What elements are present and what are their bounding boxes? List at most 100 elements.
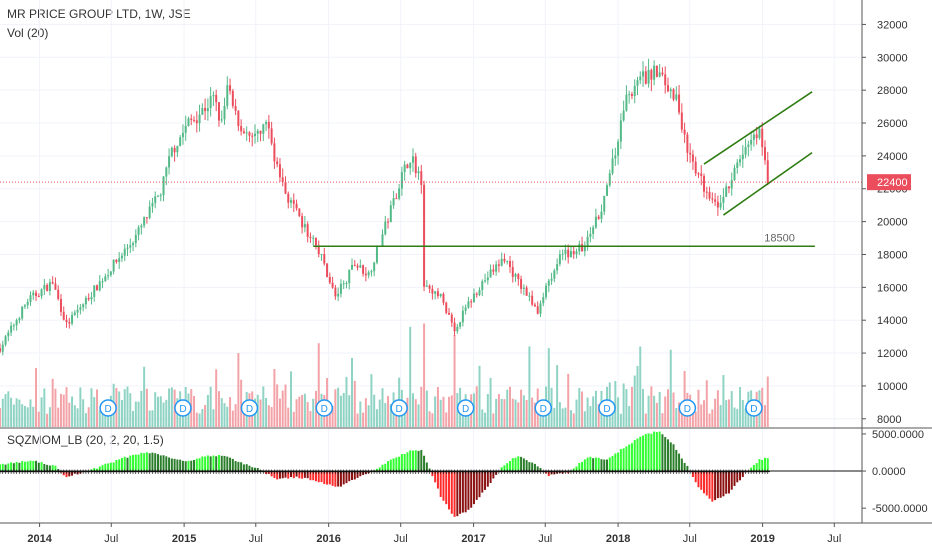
momentum-bar [436,471,439,489]
candle-body [453,322,456,332]
candle-body [461,310,464,323]
candle-body [608,173,611,186]
candle-body [697,173,700,175]
volume-bar [697,389,700,427]
momentum-bar [168,457,171,472]
volume-bar [434,396,437,427]
squeeze-dot: + [14,467,19,477]
squeeze-dot: + [615,467,620,477]
time-tick-label: 2019 [750,533,774,545]
candle-body [639,76,642,81]
volume-bar [348,395,351,427]
candle-body [423,184,426,287]
volume-bar [267,405,270,427]
momentum-bar [722,471,725,497]
volume-bar [414,399,417,427]
candle-body [331,282,334,288]
momentum-bar [750,467,753,472]
squeeze-dot: + [208,467,213,477]
squeeze-dot: + [92,467,97,477]
volume-bar [581,391,584,427]
candle-body [220,119,223,121]
candle-body [569,251,572,258]
momentum-bar [181,460,184,472]
dividend-marker-label: D [396,404,403,415]
candle-body [456,326,459,332]
candle-body [650,69,653,80]
volume-bar [533,402,536,427]
candle-body [747,144,750,148]
candle-body [303,224,306,228]
momentum-bar [187,460,190,472]
volume-bar [59,393,62,427]
volume-bar [642,388,645,427]
candle-body [326,263,329,278]
candle-body [625,94,628,111]
candle-body [545,285,548,298]
volume-bar [309,411,312,427]
momentum-bar [567,471,570,474]
momentum-bar [763,457,766,472]
momentum-bar [389,459,392,472]
squeeze-dot: + [566,467,571,477]
momentum-bar [314,471,317,482]
volume-bar [766,376,769,427]
volume-bar [362,412,365,427]
candle-body [345,283,348,285]
volume-bar [276,384,279,427]
volume-bar [132,410,135,427]
momentum-bar [353,471,356,480]
candle-body [212,95,215,97]
candle-body [240,126,243,132]
momentum-bar [395,457,398,472]
candle-body [395,198,398,200]
momentum-bar [417,450,420,472]
candle-body [126,247,129,249]
squeeze-dot: + [502,467,507,477]
squeeze-dot: + [0,467,3,477]
momentum-bar [82,471,85,473]
volume-bar [145,388,148,427]
candle-body [229,85,232,91]
candle-body [323,254,326,264]
squeeze-dot: + [482,467,487,477]
candle-body [758,128,761,138]
momentum-bar [636,438,639,472]
squeeze-dot: + [211,467,216,477]
volume-bar [82,399,85,427]
volume-bar [162,402,165,427]
squeeze-dot: + [25,467,30,477]
momentum-bar [506,463,509,472]
momentum-bar [545,471,548,474]
squeeze-dot: + [6,467,11,477]
momentum-bar [242,464,245,472]
volume-bar [586,397,589,427]
momentum-bar [664,437,667,472]
candle-body [35,292,38,296]
momentum-bar [65,471,68,478]
momentum-bar [547,471,550,477]
squeeze-dot: + [347,467,352,477]
squeeze-dot: + [352,467,357,477]
squeeze-dot: + [643,467,648,477]
momentum-bar [442,471,445,501]
volume-bar [711,409,714,427]
momentum-bar [678,453,681,472]
volume-bar [201,409,204,427]
volume-bar [51,378,54,427]
volume-bar [0,407,1,427]
squeeze-dot: + [651,467,656,477]
volume-bar [694,411,697,427]
candle-body [256,130,259,134]
volume-bar [722,375,725,427]
candle-body [40,289,43,297]
candle-body [672,89,675,100]
volume-bar [129,393,132,427]
volume-bar [118,391,121,427]
momentum-bar [719,471,722,498]
volume-bar [290,371,293,427]
candle-body [736,162,739,168]
squeeze-dot: + [31,467,36,477]
